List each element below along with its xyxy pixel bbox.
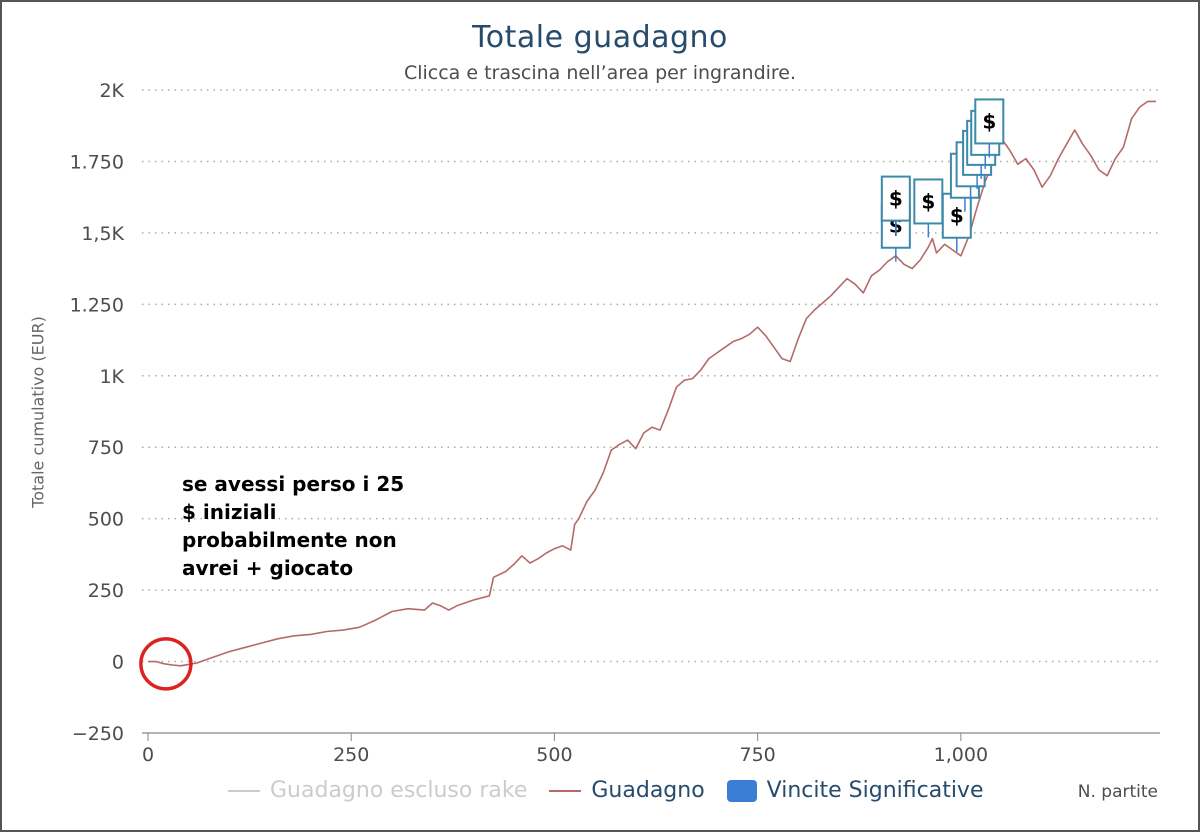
chart-title: Totale guadagno xyxy=(472,20,728,55)
x-axis: 0 250 500 750 1,000 xyxy=(142,732,1160,766)
highlight-circle xyxy=(139,637,193,691)
flag-label: $ xyxy=(950,204,964,228)
flag-label: $ xyxy=(921,189,935,213)
chart-subtitle: Clicca e trascina nell’area per ingrandi… xyxy=(403,62,797,84)
legend-label: Vincite Significative xyxy=(766,778,984,803)
win-flag: $ xyxy=(913,178,944,238)
flag-box xyxy=(913,178,944,225)
win-flag: $ xyxy=(974,98,1005,158)
y-tick-label: 0 xyxy=(112,652,124,674)
x-tick-label: 250 xyxy=(333,744,369,766)
y-tick-label: 1.250 xyxy=(70,294,124,316)
y-tick-label: 750 xyxy=(88,437,124,459)
legend-item[interactable]: Guadagno escluso rake xyxy=(228,778,527,803)
legend-label: Guadagno xyxy=(591,778,705,803)
grid-lines xyxy=(142,89,1160,663)
y-tick-label: 1,5K xyxy=(81,223,124,245)
flag-box xyxy=(880,175,911,222)
y-tick-label: 250 xyxy=(88,580,124,602)
win-flag: $ xyxy=(880,175,911,235)
flag-box xyxy=(974,98,1005,145)
x-tick-label: 500 xyxy=(536,744,572,766)
flag-label: $ xyxy=(889,187,903,211)
x-axis-title: N. partite xyxy=(1077,782,1158,802)
legend-label: Guadagno escluso rake xyxy=(270,778,528,803)
legend: Guadagno escluso rake Guadagno Vincite Sig… xyxy=(228,778,1005,803)
y-tick-label: 1.750 xyxy=(70,151,124,173)
annotation-text: se avessi perso i 25 $ iniziali probabil… xyxy=(182,472,405,580)
y-tick-label: 2K xyxy=(99,80,124,102)
x-tick-label: 1,000 xyxy=(934,744,988,766)
y-tick-label: −250 xyxy=(72,723,124,745)
significant-win-markers: $$$$$$$$$$ xyxy=(880,98,1005,262)
legend-swatch xyxy=(228,789,260,792)
y-tick-labels: −250 0 250 500 750 1K 1.250 1,5K 1.750 2K xyxy=(70,80,125,745)
legend-item[interactable]: Vincite Significative xyxy=(726,778,984,803)
annotation-layer xyxy=(139,637,193,691)
y-tick-label: 500 xyxy=(88,509,124,531)
legend-swatch xyxy=(549,789,582,792)
legend-swatch xyxy=(726,779,757,802)
x-tick-label: 0 xyxy=(142,744,154,766)
legend-item[interactable]: Guadagno xyxy=(549,778,705,803)
flag-label: $ xyxy=(982,109,996,133)
y-tick-label: 1K xyxy=(99,366,124,388)
x-tick-label: 750 xyxy=(740,744,776,766)
